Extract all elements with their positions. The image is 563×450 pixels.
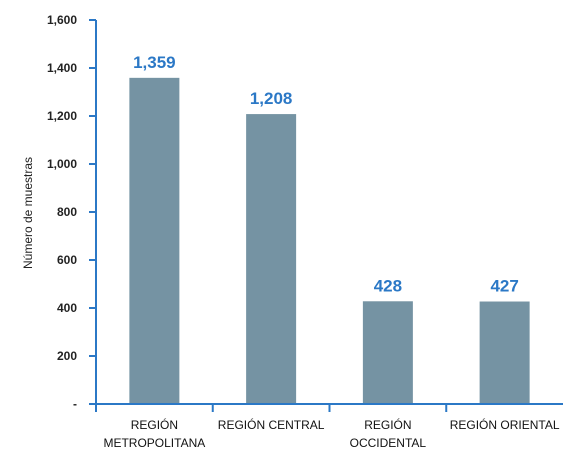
bar [362,301,413,404]
x-axis-labels: REGIÓN METROPOLITANA REGIÓN CENTRAL REGIÓN O… [103,417,559,450]
y-tick-label: 1,200 [47,109,77,123]
bar-value-label: 1,359 [133,53,176,72]
x-category-label: REGIÓN [131,417,178,432]
x-category-label: REGIÓN [364,417,411,432]
x-category-label: METROPOLITANA [103,436,205,450]
bar [479,301,530,404]
bar [246,114,297,404]
y-axis-ticks: - 200 400 600 800 1,000 1,200 1,400 1,600 [47,13,96,411]
y-tick-label: - [73,397,77,411]
x-category-label: REGIÓN ORIENTAL [450,417,560,432]
bar-value-label: 428 [374,276,402,295]
bar [129,77,180,404]
y-tick-label: 400 [57,301,77,315]
axes [90,20,563,412]
bar-value-label: 1,208 [250,89,293,108]
y-tick-label: 1,000 [47,157,77,171]
x-category-label: OCCIDENTAL [350,436,427,450]
y-tick-label: 1,400 [47,61,77,75]
y-tick-label: 600 [57,253,77,267]
y-axis-title: Número de muestras [21,157,35,269]
bars [129,77,530,404]
bar-value-label: 427 [490,277,518,296]
x-category-label: REGIÓN CENTRAL [218,417,325,432]
y-tick-label: 800 [57,205,77,219]
value-labels: 1,359 1,208 428 427 [133,53,519,296]
y-tick-label: 200 [57,349,77,363]
y-tick-label: 1,600 [47,13,77,27]
